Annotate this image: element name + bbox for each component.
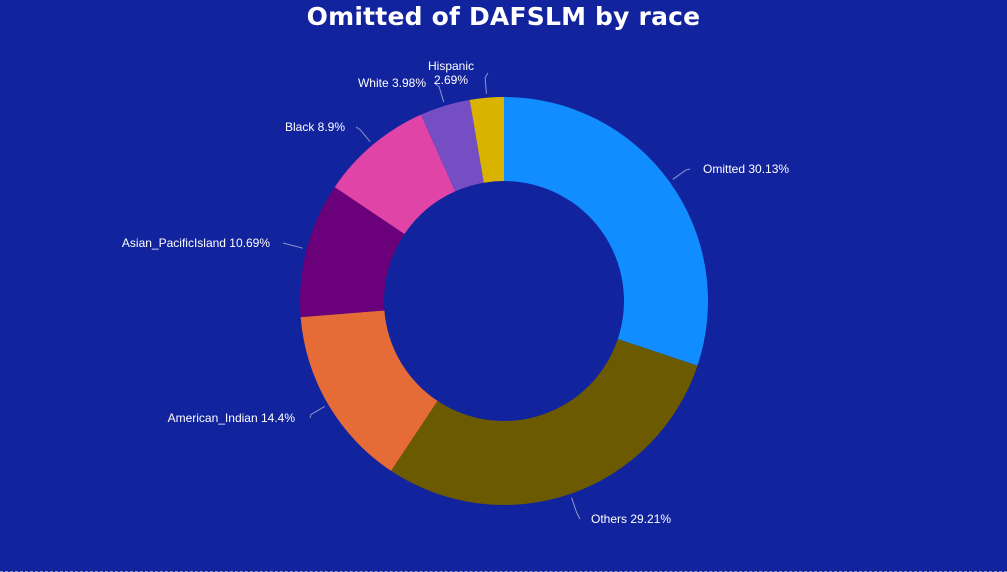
leader-line-hispanic (484, 72, 489, 94)
data-label-others: Others 29.21% (591, 512, 671, 526)
leader-line-white (433, 82, 445, 103)
data-label-asian-pacificisland: Asian_PacificIsland 10.69% (122, 236, 270, 250)
donut-slice-asian-pacificisland[interactable] (299, 187, 405, 318)
donut-slice-white[interactable] (420, 99, 484, 192)
leader-line-american-indian (309, 405, 325, 419)
donut-slice-black[interactable] (334, 114, 456, 234)
leader-line-others (571, 497, 581, 520)
donut-slice-hispanic[interactable] (469, 97, 504, 183)
chart-title: Omitted of DAFSLM by race (306, 2, 701, 31)
donut-slice-american-indian[interactable] (300, 310, 438, 471)
leader-line-black (355, 126, 371, 143)
donut-slice-omitted[interactable] (504, 97, 709, 366)
data-label-white: White 3.98% (358, 76, 426, 90)
data-label-hispanic: Hispanic 2.69% (428, 59, 474, 87)
leader-line-asian-pacificisland (282, 242, 303, 249)
leader-line-omitted (672, 168, 691, 180)
donut-slice-others[interactable] (391, 339, 698, 505)
data-label-american-indian: American_Indian 14.4% (168, 411, 296, 425)
data-label-black: Black 8.9% (285, 120, 345, 134)
data-label-omitted: Omitted 30.13% (703, 162, 789, 176)
